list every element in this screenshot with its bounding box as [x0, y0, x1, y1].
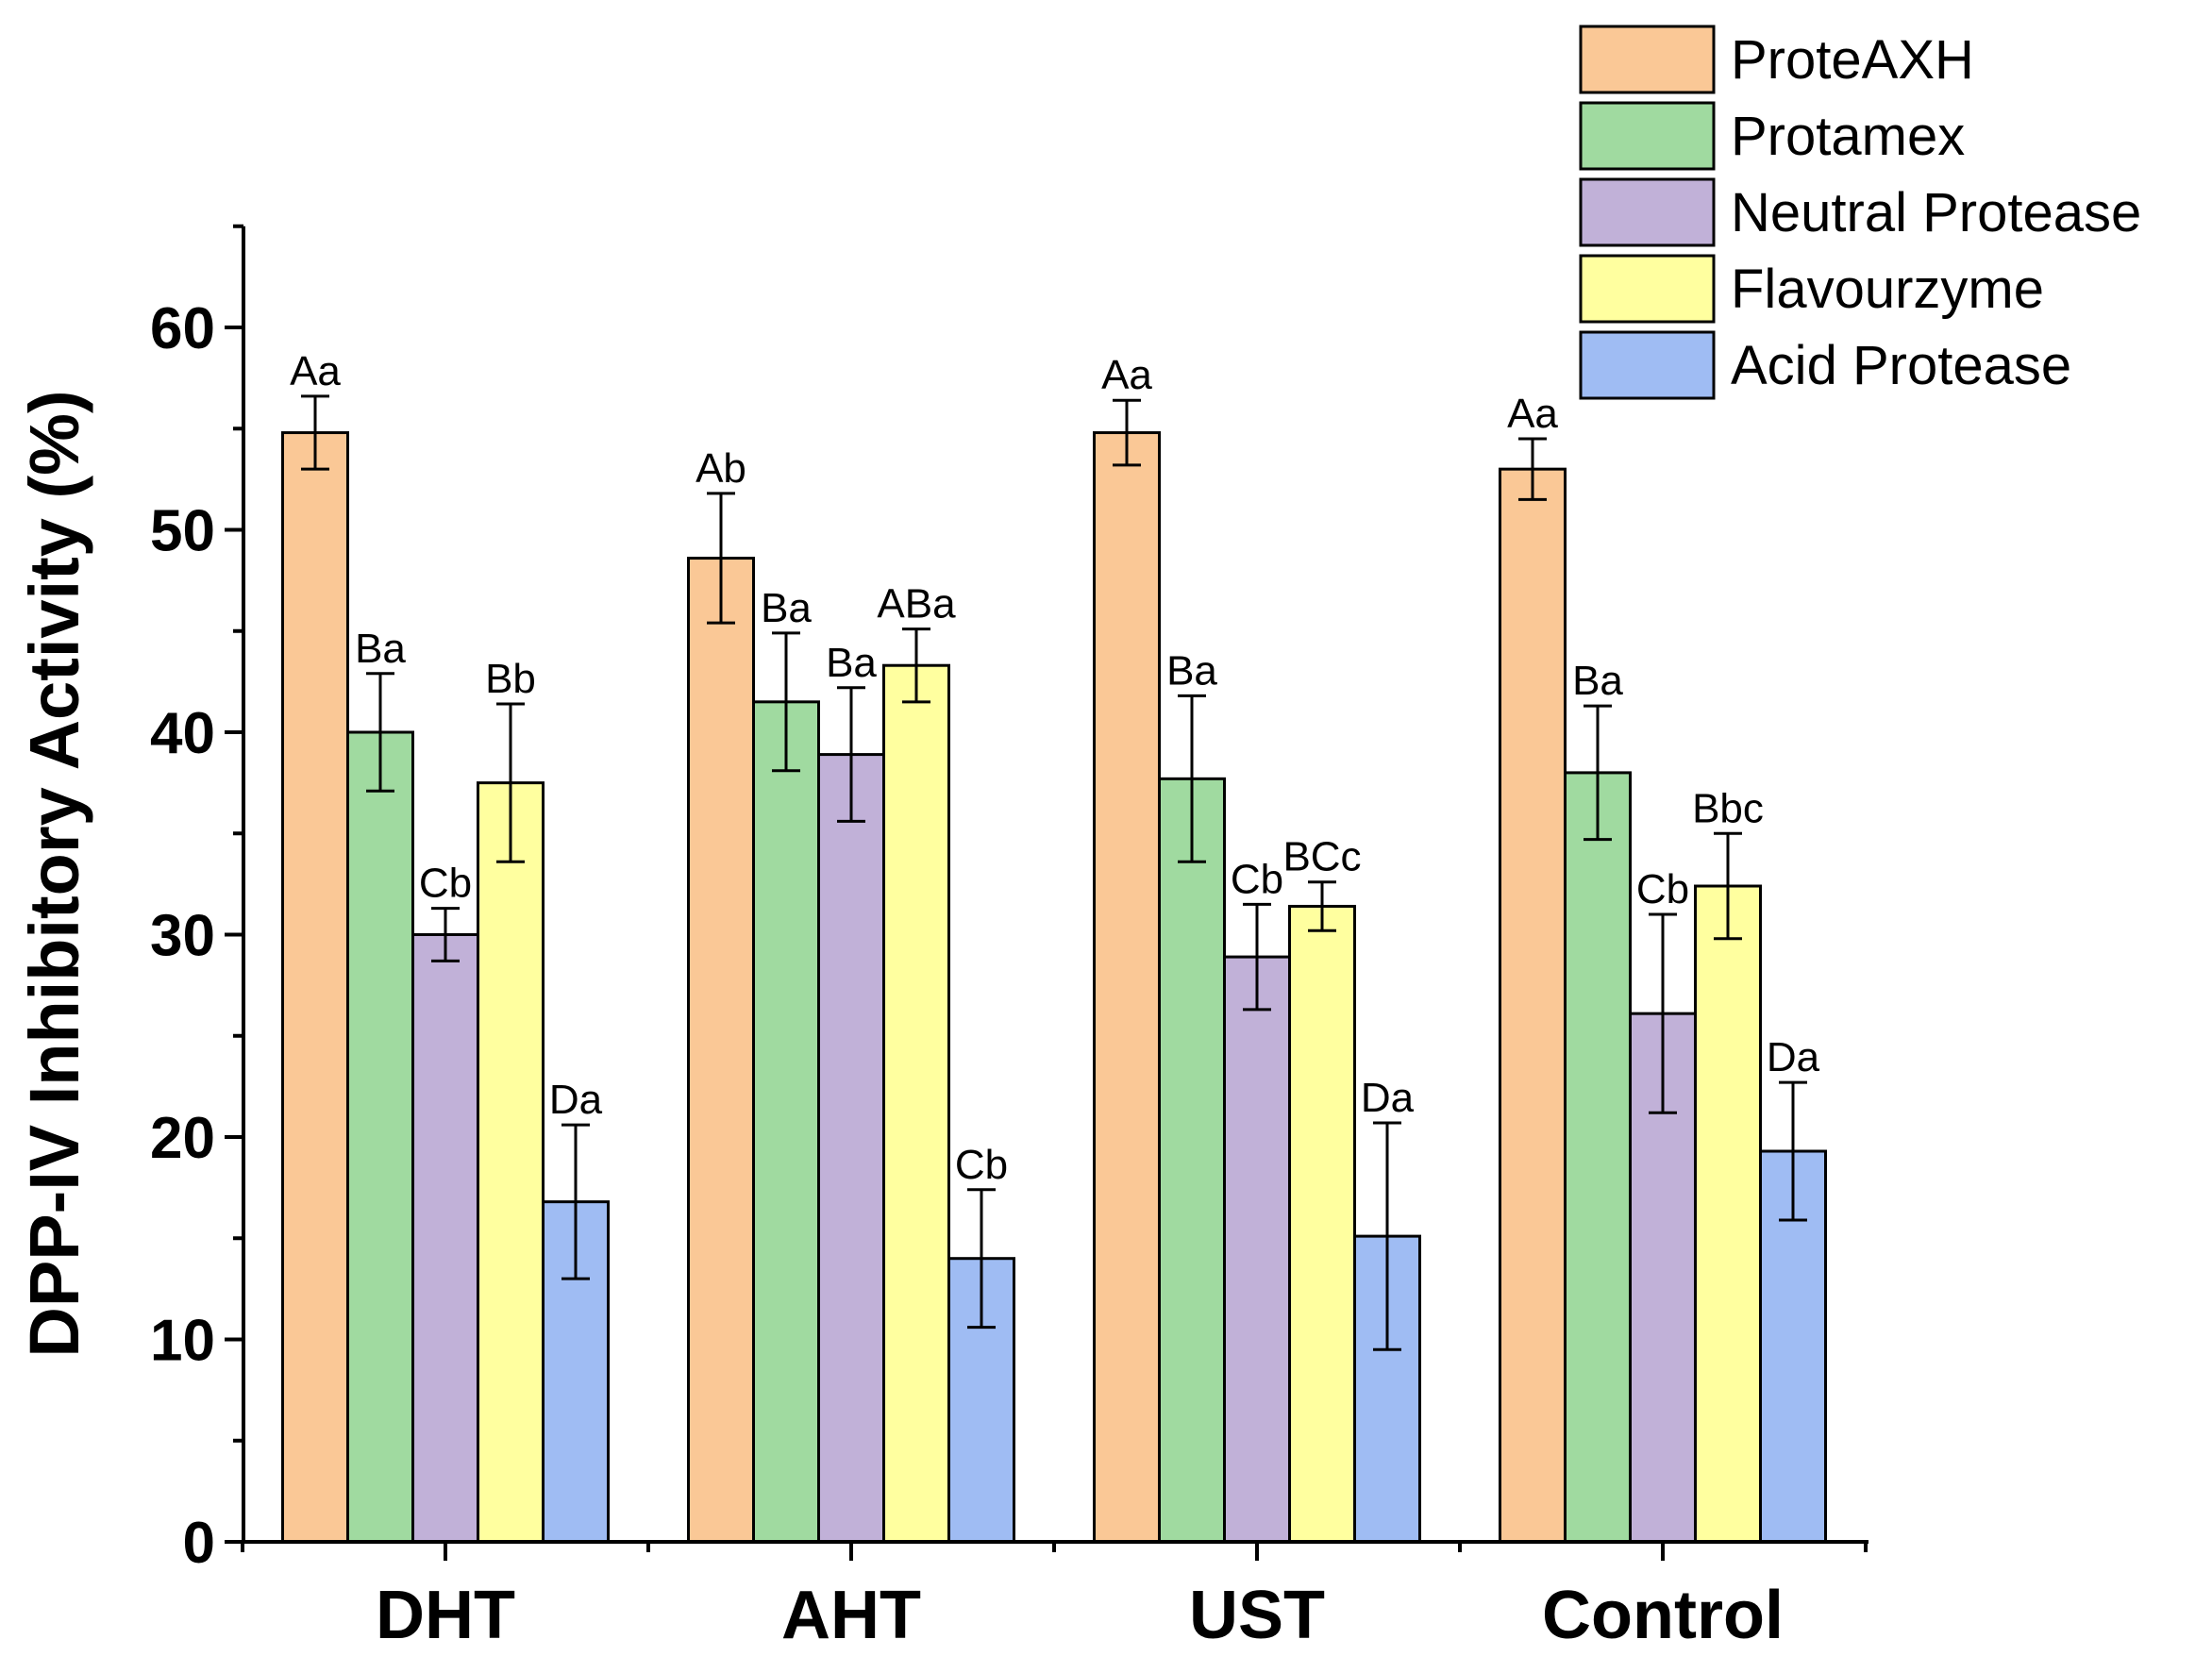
- bar: [281, 431, 349, 1544]
- legend: ProteAXH Protamex Neutral Protease Flavourz…: [1579, 25, 2141, 400]
- significance-letter: Cb: [1231, 856, 1283, 902]
- x-tick-label: DHT: [376, 1578, 515, 1653]
- legend-label: Protamex: [1731, 106, 1965, 167]
- x-axis: DHT AHT UST Control: [241, 1540, 1868, 1653]
- x-tick-label: AHT: [781, 1578, 921, 1653]
- y-tick-label: 60: [150, 296, 215, 361]
- significance-letter: Da: [549, 1077, 603, 1123]
- legend-label: Neutral Protease: [1731, 182, 2141, 243]
- significance-letter: Ba: [1166, 647, 1217, 694]
- significance-letter: Ba: [1572, 658, 1623, 704]
- significance-letter: Aa: [1101, 352, 1152, 398]
- significance-letter: BCc: [1282, 834, 1361, 880]
- bar: [687, 557, 755, 1544]
- y-tick-label: 40: [150, 701, 215, 766]
- bar: [1158, 777, 1226, 1544]
- y-tick-label: 10: [150, 1309, 215, 1374]
- legend-swatch: [1579, 254, 1716, 324]
- x-tick-label: Control: [1542, 1578, 1784, 1653]
- bar: [1499, 467, 1567, 1544]
- significance-letter: Cb: [955, 1142, 1008, 1188]
- bar: [882, 663, 950, 1544]
- bar: [477, 781, 545, 1544]
- significance-letter: Aa: [1507, 391, 1558, 437]
- significance-letter: Da: [1361, 1075, 1415, 1121]
- bar: [1694, 884, 1762, 1544]
- bar: [1288, 904, 1356, 1544]
- significance-letter: ABa: [877, 581, 956, 627]
- significance-letter: Bbc: [1692, 785, 1764, 831]
- legend-label: Acid Protease: [1731, 335, 2071, 396]
- legend-swatch: [1579, 330, 1716, 400]
- y-tick-label: 30: [150, 904, 215, 969]
- legend-label: Flavourzyme: [1731, 259, 2044, 320]
- significance-letter: Ba: [761, 585, 812, 631]
- bar: [817, 753, 885, 1544]
- significance-letter: Da: [1767, 1034, 1820, 1080]
- y-tick-label: 0: [183, 1511, 215, 1576]
- significance-letter: Aa: [290, 348, 341, 394]
- bar: [1223, 955, 1291, 1544]
- legend-swatch: [1579, 177, 1716, 247]
- bar: [1093, 431, 1161, 1544]
- significance-letter: Ba: [355, 626, 406, 672]
- significance-letter: Bb: [485, 656, 536, 702]
- bar: [346, 730, 414, 1544]
- y-axis-title: DPP-IV Inhibitory Activity (%): [15, 390, 93, 1357]
- y-tick-label: 50: [150, 499, 215, 564]
- legend-label: ProteAXH: [1731, 29, 1974, 91]
- bar: [752, 700, 820, 1544]
- significance-letter: Cb: [1636, 866, 1689, 912]
- y-tick-label: 20: [150, 1106, 215, 1171]
- legend-swatch: [1579, 101, 1716, 171]
- bar: [1564, 771, 1632, 1544]
- significance-letter: Ba: [826, 640, 877, 686]
- bar: [411, 933, 479, 1544]
- x-tick-label: UST: [1189, 1578, 1325, 1653]
- y-axis: 0 10 20 30 40 50 60: [150, 224, 245, 1576]
- significance-letter: Cb: [419, 861, 472, 907]
- legend-swatch: [1579, 25, 1716, 94]
- significance-letter: Ab: [695, 445, 746, 492]
